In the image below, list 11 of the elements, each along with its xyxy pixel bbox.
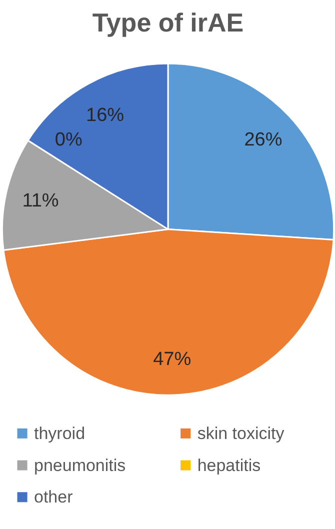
data-label: 16% (86, 104, 124, 126)
data-label: 26% (244, 130, 282, 151)
legend-label: hepatitis (197, 456, 261, 475)
chart-title: Type of irAE (92, 8, 244, 38)
legend-label: skin toxicity (197, 424, 285, 443)
text: 0% (54, 129, 82, 150)
legend-label: pneumonitis (34, 456, 126, 475)
legend-label: other (34, 488, 74, 507)
data-label: 11% (22, 190, 59, 212)
data-label: 47% (153, 348, 192, 370)
legend-label: thyroid (34, 424, 86, 443)
